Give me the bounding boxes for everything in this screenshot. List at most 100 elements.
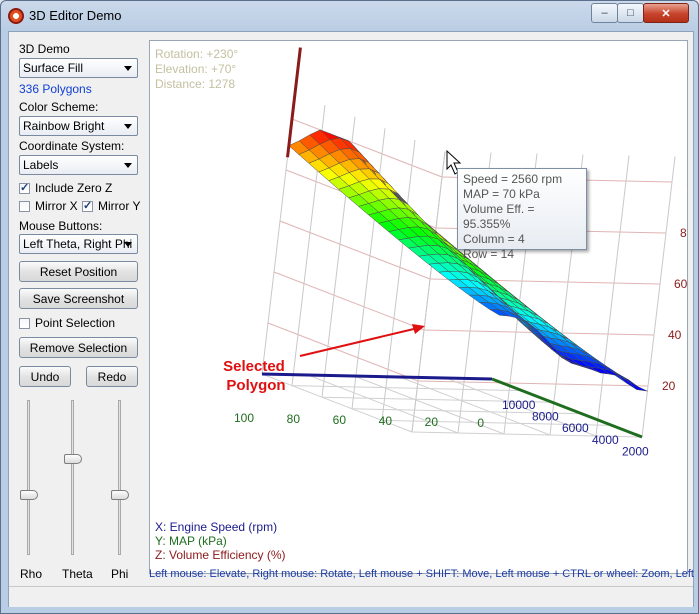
x-tick-label: 10000 — [502, 398, 536, 412]
chevron-down-icon — [124, 242, 132, 247]
grid-line — [595, 155, 630, 437]
chevron-down-icon — [124, 163, 132, 168]
z-tick-label: 20 — [662, 379, 676, 393]
color-scheme-value: Rainbow Bright — [23, 119, 105, 133]
save-screenshot-button[interactable]: Save Screenshot — [19, 288, 138, 309]
chevron-down-icon — [124, 66, 132, 71]
grid-line — [291, 118, 443, 178]
minimize-button[interactable]: – — [591, 3, 618, 23]
grid-line — [279, 220, 431, 280]
grid-line — [353, 375, 505, 435]
phi-slider-thumb[interactable] — [111, 489, 129, 500]
control-panel: 3D Demo Surface Fill 336 Polygons Color … — [9, 32, 144, 606]
mirror-y-checkbox[interactable]: Mirror Y — [82, 199, 140, 213]
coord-system-select[interactable]: Labels — [19, 155, 138, 175]
grid-line — [445, 377, 597, 437]
y-tick-label: 80 — [287, 412, 301, 426]
point-selection-label: Point Selection — [35, 316, 116, 330]
y-tick-label: 40 — [379, 414, 393, 428]
polygon-count: 336 Polygons — [19, 82, 92, 96]
grid-line — [381, 139, 416, 421]
client-area: 3D Demo Surface Fill 336 Polygons Color … — [8, 31, 694, 607]
mouse-buttons-select[interactable]: Left Theta, Right Phi — [19, 234, 138, 254]
z-tick-label: 40 — [668, 328, 682, 342]
grid-line — [351, 408, 583, 415]
tooltip-volume: Volume Eff. = 95.355% — [463, 202, 535, 231]
include-zero-z-label: Include Zero Z — [35, 181, 113, 195]
y-tick-label: 20 — [425, 415, 439, 429]
y-tick-label: 100 — [234, 411, 254, 425]
title-bar[interactable]: 3D Editor Demo – □ ✕ — [1, 1, 698, 31]
data-tooltip: Speed = 2560 rpm MAP = 70 kPa Volume Eff… — [457, 168, 587, 261]
maximize-button[interactable]: □ — [617, 3, 644, 23]
grid-line — [273, 271, 425, 331]
include-zero-z-checkbox[interactable]: Include Zero Z — [19, 181, 112, 195]
remove-selection-button[interactable]: Remove Selection — [19, 337, 138, 358]
y-tick-label: 0 — [477, 416, 484, 430]
help-text: Left mouse: Elevate, Right mouse: Rotate… — [149, 568, 694, 580]
grid-line — [267, 322, 419, 382]
x-tick-label: 4000 — [592, 433, 619, 447]
surface-polygon — [288, 140, 310, 155]
z-tick-label: 80 — [680, 226, 687, 240]
phi-slider-track[interactable] — [118, 400, 121, 555]
y-axis-line — [491, 377, 643, 439]
grid-line — [411, 431, 643, 438]
annotation-arrow — [299, 327, 419, 357]
theta-slider-thumb[interactable] — [64, 453, 82, 464]
checkbox-icon — [19, 200, 30, 212]
status-bar — [9, 586, 693, 607]
z-tick-label: 100 — [686, 175, 687, 189]
surface-chart[interactable]: 100 80 60 40 20 100 80 60 40 20 0 20004000600080001… — [149, 40, 688, 574]
window-title: 3D Editor Demo — [29, 8, 122, 23]
chevron-down-icon — [124, 124, 132, 129]
annotation-arrowhead — [412, 324, 425, 334]
tooltip-row: Row = 14 — [463, 247, 515, 261]
grid-line — [307, 374, 459, 434]
coord-system-label: Coordinate System: — [19, 139, 125, 153]
grid-line — [291, 385, 523, 392]
demo-label: 3D Demo — [19, 42, 70, 56]
grid-line — [381, 419, 613, 426]
mirror-x-checkbox[interactable]: Mirror X — [19, 199, 78, 213]
checkbox-icon — [82, 199, 93, 212]
mouse-buttons-label: Mouse Buttons: — [19, 219, 103, 233]
x-tick-label: 8000 — [532, 410, 559, 424]
rho-slider-track[interactable] — [27, 400, 30, 555]
grid-line — [261, 373, 413, 433]
color-scheme-select[interactable]: Rainbow Bright — [19, 116, 138, 136]
rho-label: Rho — [20, 567, 43, 581]
grid-line — [411, 151, 446, 433]
checkbox-icon — [19, 181, 30, 194]
surface-plot[interactable]: 100 80 60 40 20 100 80 60 40 20 0 20004000600080001… — [150, 41, 687, 573]
x-axis-line — [261, 372, 493, 381]
grid-line — [321, 396, 553, 403]
redo-button[interactable]: Redo — [86, 366, 138, 387]
z-tick-label: 60 — [674, 277, 687, 291]
grid-line — [641, 156, 676, 438]
y-tick-label: 60 — [333, 413, 347, 427]
demo-select[interactable]: Surface Fill — [19, 58, 138, 78]
point-selection-checkbox[interactable]: Point Selection — [19, 316, 115, 330]
grid-line — [399, 376, 551, 436]
rho-slider-thumb[interactable] — [20, 489, 38, 500]
theta-label: Theta — [62, 567, 93, 581]
undo-button[interactable]: Undo — [19, 366, 71, 387]
cursor-icon — [446, 149, 462, 175]
tooltip-speed: Speed = 2560 rpm — [463, 172, 563, 186]
legend-z: Z: Volume Efficiency (%) — [155, 548, 286, 562]
close-button[interactable]: ✕ — [643, 3, 689, 23]
app-icon — [8, 8, 24, 24]
theta-slider-track[interactable] — [71, 400, 74, 555]
tooltip-column: Column = 4 — [463, 232, 525, 246]
legend-y: Y: MAP (kPa) — [155, 534, 227, 548]
phi-label: Phi — [111, 567, 129, 581]
color-scheme-label: Color Scheme: — [19, 100, 99, 114]
distance-readout: Distance: 1278 — [155, 77, 236, 91]
reset-position-button[interactable]: Reset Position — [19, 261, 138, 282]
mouse-buttons-value: Left Theta, Right Phi — [23, 237, 133, 251]
grid-line — [417, 380, 649, 387]
mirror-x-label: Mirror X — [35, 199, 78, 213]
rotation-readout: Rotation: +230° — [155, 47, 239, 61]
